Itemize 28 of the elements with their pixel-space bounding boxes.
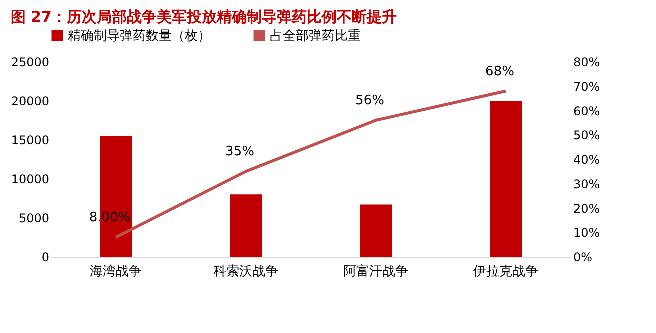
y-tick-label: 20000 bbox=[11, 94, 50, 108]
y2-tick-label: 40% bbox=[574, 153, 600, 167]
y2-tick-label: 80% bbox=[574, 56, 600, 70]
bar bbox=[490, 101, 522, 257]
bar bbox=[360, 204, 392, 257]
x-tick-label: 科索沃战争 bbox=[214, 264, 278, 280]
y-tick-label: 25000 bbox=[11, 56, 50, 70]
data-label: 35% bbox=[226, 144, 254, 160]
x-tick-label: 伊拉克战争 bbox=[474, 264, 538, 280]
data-label: 68% bbox=[486, 64, 514, 80]
y-tick-label: 0 bbox=[42, 250, 50, 264]
y-tick-label: 5000 bbox=[18, 212, 50, 226]
bar bbox=[230, 194, 262, 257]
y2-tick-label: 30% bbox=[574, 177, 600, 192]
y2-tick-label: 20% bbox=[574, 202, 600, 216]
y2-tick-label: 10% bbox=[574, 226, 600, 240]
y-tick-label: 10000 bbox=[11, 172, 50, 186]
x-tick-label: 海湾战争 bbox=[90, 264, 142, 280]
legend-label: 占全部弹药比重 bbox=[270, 28, 361, 44]
x-tick-label: 阿富汗战争 bbox=[344, 264, 408, 280]
y2-tick-label: 60% bbox=[574, 104, 600, 118]
y2-tick-label: 50% bbox=[574, 128, 600, 143]
chart-title: 图 27：历次局部战争美军投放精确制导弹药比例不断提升 bbox=[10, 8, 397, 26]
y2-tick-label: 70% bbox=[574, 80, 600, 94]
y2-tick-label: 0% bbox=[574, 250, 593, 264]
data-label: 56% bbox=[356, 94, 384, 108]
legend-label: 精确制导弹药数量（枚） bbox=[68, 28, 211, 44]
y-tick-label: 15000 bbox=[11, 134, 50, 148]
